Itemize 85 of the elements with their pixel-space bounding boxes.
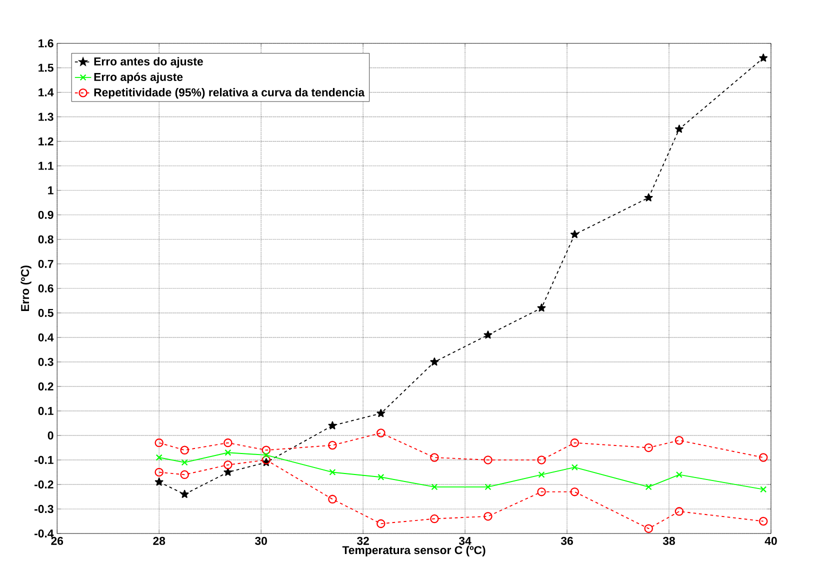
point	[378, 474, 384, 480]
point	[674, 507, 684, 516]
point	[484, 456, 492, 464]
y-tick-label: 0.1	[38, 406, 54, 415]
x-tick-label: 40	[764, 536, 777, 545]
y-tick-label: 0.3	[38, 358, 54, 366]
point	[570, 487, 580, 496]
y-tick-label: 0.8	[38, 235, 54, 244]
point	[156, 454, 162, 461]
point	[644, 193, 653, 202]
point	[676, 471, 682, 478]
point	[758, 516, 768, 526]
legend-label: Erro após ajuste	[94, 72, 183, 84]
point	[537, 487, 546, 496]
point	[484, 512, 492, 521]
point	[262, 446, 271, 455]
y-tick-label: 0.7	[38, 260, 54, 268]
y-tick-label: 0	[48, 431, 54, 440]
y-tick-label: 0.2	[38, 382, 54, 390]
point	[644, 524, 653, 533]
point	[154, 478, 164, 486]
point	[376, 428, 386, 438]
y-tick-label: -0.2	[34, 480, 54, 489]
point	[262, 456, 271, 464]
y-axis-title: Erro (ºC)	[20, 266, 32, 311]
point	[224, 449, 232, 456]
point	[431, 484, 438, 490]
x-tick-label: 36	[560, 536, 573, 545]
point	[645, 484, 652, 490]
x-tick-label: 34	[458, 536, 472, 545]
point	[328, 421, 337, 430]
point	[430, 453, 439, 462]
point	[180, 490, 189, 498]
point	[180, 470, 189, 480]
y-tick-label: 0.4	[38, 333, 54, 342]
point	[537, 304, 546, 312]
y-tick-label: 1.1	[38, 162, 54, 170]
x-tick-label: 26	[51, 536, 64, 545]
x-tick-label: 30	[254, 536, 267, 545]
y-tick-label: 1.2	[38, 137, 54, 146]
point	[328, 494, 337, 504]
y-tick-label: 0.5	[38, 308, 54, 317]
point	[570, 230, 579, 238]
y-tick-label: -0.1	[34, 456, 54, 464]
y-tick-label: 1.4	[38, 88, 54, 96]
y-tick-label: -0.4	[34, 529, 54, 538]
point	[644, 443, 653, 452]
y-tick-label: 1.5	[38, 64, 54, 72]
y-tick-label: 0.9	[38, 210, 54, 219]
point	[570, 438, 580, 448]
point	[180, 446, 189, 455]
point	[376, 519, 386, 528]
point	[154, 468, 164, 477]
x-tick-label: 28	[153, 536, 166, 545]
legend-label: Erro antes do ajuste	[94, 57, 203, 68]
legend-label: Repetitividade (95%) relativa a curva da tendencia	[94, 88, 365, 99]
x-axis-title: Temperatura sensor C (ºC)	[342, 546, 486, 556]
y-tick-label: -0.3	[34, 504, 54, 514]
point	[181, 459, 188, 466]
y-tick-label: 1.3	[38, 112, 54, 121]
point	[571, 464, 578, 471]
point	[674, 436, 684, 445]
point	[154, 438, 164, 448]
point	[759, 54, 768, 62]
x-tick-label: 32	[356, 536, 369, 545]
point	[224, 438, 232, 448]
point	[376, 409, 386, 418]
point	[329, 468, 336, 476]
point	[328, 440, 337, 450]
point	[430, 358, 439, 366]
y-tick-label: 1	[48, 186, 54, 194]
point	[224, 468, 232, 476]
point	[262, 452, 270, 458]
y-tick-label: 0.6	[38, 284, 54, 292]
point	[537, 456, 546, 464]
y-tick-label: 1.6	[38, 39, 54, 48]
point	[538, 471, 545, 478]
point	[484, 484, 492, 490]
point	[675, 124, 684, 133]
point	[760, 486, 767, 493]
x-tick-label: 38	[662, 536, 676, 545]
point	[758, 453, 768, 462]
point	[430, 514, 439, 524]
point	[484, 330, 492, 339]
point	[224, 460, 232, 470]
